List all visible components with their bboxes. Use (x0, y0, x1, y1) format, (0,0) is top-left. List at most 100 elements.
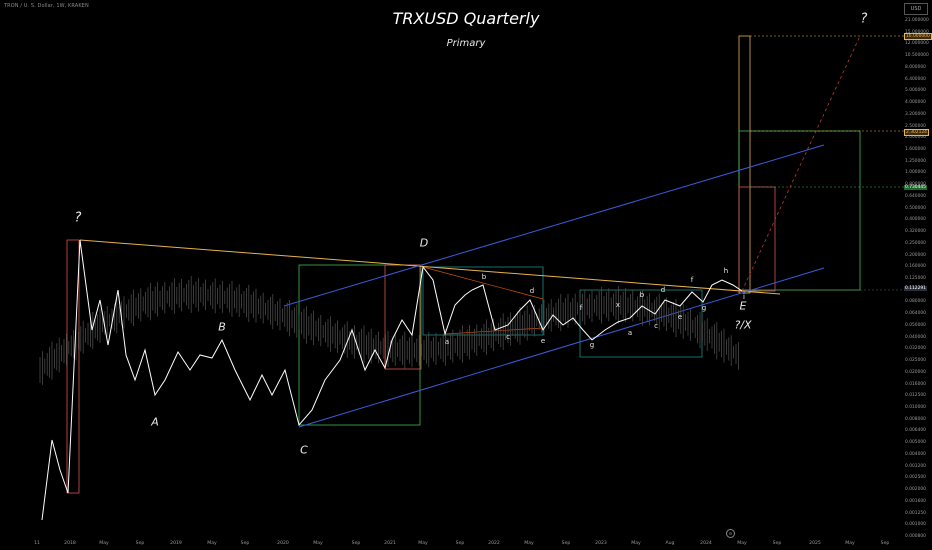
y-tick-label: 3.200000 (905, 111, 926, 117)
wave-label-major: E (739, 299, 747, 313)
wave-label-minor: a (444, 338, 450, 346)
x-tick-label: Aug (665, 541, 675, 546)
x-tick-label: May (207, 541, 217, 546)
wave-label-major: ? (860, 11, 868, 27)
y-tick-label: 10.500000 (905, 53, 929, 59)
x-tick-label: May (737, 541, 747, 546)
trend-line (422, 266, 544, 300)
x-tick-label: Sep (880, 541, 890, 546)
y-tick-label: 0.025000 (905, 358, 926, 364)
y-tick-label: 0.125000 (905, 276, 926, 281)
x-tick-label: Sep (772, 541, 782, 546)
y-tick-label: 0.080000 (905, 299, 926, 305)
y-tick-label: 0.003200 (905, 463, 926, 469)
wave-label-major: C (300, 443, 308, 457)
x-tick-label: May (631, 541, 641, 546)
x-tick-label: May (524, 541, 534, 546)
y-tick-label: 0.064000 (905, 311, 926, 317)
annotation-box (738, 130, 861, 291)
y-tick-label: 1.600000 (905, 147, 926, 152)
y-tick-label: 0.640000 (905, 193, 926, 199)
y-tick-label: 8.000000 (905, 64, 926, 70)
wave-label-minor: i (743, 293, 745, 301)
y-tick-label: 0.250000 (905, 240, 926, 246)
annotation-box (738, 186, 776, 292)
x-tick-label: 2018 (64, 541, 76, 546)
x-tick-label: May (418, 541, 428, 546)
settings-gear-icon[interactable]: ⚙ (726, 529, 735, 538)
y-tick-label: 0.200000 (905, 252, 926, 258)
y-tick-label: 2.000000 (905, 135, 926, 141)
trend-line (283, 144, 825, 307)
annotation-box (66, 239, 80, 494)
wave-label-minor: b (481, 273, 487, 281)
annotation-box (422, 266, 544, 336)
wave-label-minor: b (639, 291, 645, 299)
wave-label-minor: e (677, 313, 683, 321)
y-tick-label: 0.001250 (905, 510, 926, 516)
y-tick-label: 15.000000 (905, 30, 932, 35)
wave-label-minor: d (529, 287, 535, 295)
y-tick-label: 0.040000 (905, 334, 926, 340)
y-tick-label: 0.002000 (905, 487, 926, 493)
y-tick-label: 0.160000 (905, 264, 926, 270)
x-tick-label: 2020 (277, 541, 289, 546)
y-tick-label: 0.001000 (905, 522, 926, 528)
x-tick-label: Sep (240, 541, 250, 546)
symbol-header: TRON / U. S. Dollar, 1W, KRAKEN (4, 3, 89, 9)
x-tick-label: Sep (561, 541, 571, 546)
y-tick-label: 0.006400 (905, 428, 926, 434)
x-tick-label: 2022 (488, 541, 500, 546)
y-tick-label: 0.020000 (905, 369, 926, 375)
x-tick-label: May (845, 541, 855, 546)
x-tick-label: 11 (34, 541, 40, 546)
price-badge-orange: 16.000000 (904, 33, 932, 40)
wave-label-minor: f (579, 304, 583, 312)
x-tick-label: 2023 (595, 541, 607, 546)
y-tick-label: 0.000800 (905, 534, 926, 539)
x-tick-label: May (313, 541, 323, 546)
x-tick-label: Sep (455, 541, 465, 546)
wave-label-minor: c (506, 333, 510, 341)
y-tick-label: 6.400000 (905, 76, 926, 82)
y-tick-label: 0.400000 (905, 217, 926, 223)
y-tick-label: 1.250000 (905, 158, 926, 164)
x-tick-label: 2025 (809, 541, 821, 546)
annotation-box (298, 264, 421, 426)
wave-label-major: D (419, 236, 429, 250)
y-tick-label: 0.010000 (905, 405, 926, 410)
wave-label-minor: d (660, 286, 666, 294)
y-tick-label: 1.000000 (905, 170, 926, 176)
x-tick-label: 2021 (384, 541, 396, 546)
wave-label-minor: h (723, 267, 729, 275)
y-tick-label: 0.500000 (905, 205, 926, 211)
currency-scale-button[interactable]: USD (904, 3, 928, 15)
y-tick-label: 0.050000 (905, 322, 926, 328)
x-tick-label: 2024 (700, 541, 712, 546)
wave-path (41, 239, 743, 521)
y-tick-label: 0.008000 (905, 416, 926, 422)
y-tick-label: 5.000000 (905, 88, 926, 94)
wave-label-minor: x (615, 301, 621, 309)
wave-line (41, 239, 743, 521)
y-tick-label: 0.320000 (905, 229, 926, 235)
annotation-box (738, 35, 751, 294)
wave-label-major: A (151, 415, 159, 429)
trend-line (79, 239, 781, 295)
wave-label-minor: a (627, 329, 633, 337)
y-tick-label: 0.004000 (905, 451, 926, 457)
y-tick-label: 4.000000 (905, 100, 926, 106)
price-badge-dark: 0.112291 (904, 286, 927, 291)
y-tick-label: 0.001600 (905, 498, 926, 504)
candles (39, 276, 739, 385)
wave-label-minor: g (701, 304, 707, 312)
y-tick-label: 0.016000 (905, 381, 926, 387)
chart-title: TRXUSD Quarterly (392, 9, 540, 28)
x-tick-label: Sep (351, 541, 361, 546)
wave-label-minor: e (540, 337, 546, 345)
annotation-boxes (66, 35, 861, 494)
y-tick-label: 12.000000 (905, 41, 929, 47)
wave-label-minor: c (654, 322, 658, 330)
